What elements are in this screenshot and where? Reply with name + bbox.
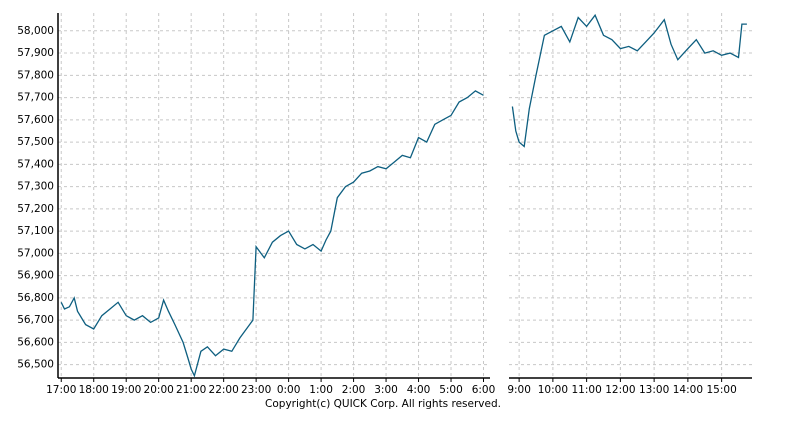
y-tick-label: 57,400 bbox=[17, 158, 54, 170]
x-tick-label: 5:00 bbox=[439, 384, 463, 396]
y-tick-label: 57,900 bbox=[17, 47, 54, 59]
y-tick-label: 58,000 bbox=[17, 25, 54, 37]
x-tick-label: 21:00 bbox=[176, 384, 206, 396]
y-tick-label: 57,300 bbox=[17, 181, 54, 193]
y-tick-label: 57,500 bbox=[17, 136, 54, 148]
y-tick-label: 57,200 bbox=[17, 203, 54, 215]
x-tick-label: 17:00 bbox=[46, 384, 76, 396]
copyright: Copyright(c) QUICK Corp. All rights rese… bbox=[265, 398, 501, 410]
x-tick-label: 14:00 bbox=[673, 384, 703, 396]
x-tick-label: 9:00 bbox=[507, 384, 531, 396]
x-tick-label: 12:00 bbox=[605, 384, 635, 396]
y-tick-label: 56,600 bbox=[17, 336, 54, 348]
x-tick-label: 10:00 bbox=[538, 384, 568, 396]
y-tick-label: 57,800 bbox=[17, 69, 54, 81]
x-tick-label: 6:00 bbox=[472, 384, 496, 396]
x-tick-label: 11:00 bbox=[571, 384, 601, 396]
y-tick-label: 56,800 bbox=[17, 292, 54, 304]
x-tick-label: 22:00 bbox=[209, 384, 239, 396]
x-tick-label: 18:00 bbox=[79, 384, 109, 396]
x-tick-label: 2:00 bbox=[342, 384, 366, 396]
y-tick-label: 57,700 bbox=[17, 92, 54, 104]
y-tick-label: 56,700 bbox=[17, 314, 54, 326]
x-tick-label: 0:00 bbox=[277, 384, 301, 396]
y-tick-label: 57,100 bbox=[17, 225, 54, 237]
x-tick-label: 20:00 bbox=[144, 384, 174, 396]
price-line bbox=[60, 90, 484, 378]
x-tick-label: 3:00 bbox=[374, 384, 398, 396]
x-tick-label: 1:00 bbox=[309, 384, 333, 396]
x-tick-label: 4:00 bbox=[407, 384, 431, 396]
x-tick-label: 23:00 bbox=[241, 384, 271, 396]
price-line bbox=[511, 13, 747, 148]
x-tick-label: 13:00 bbox=[639, 384, 669, 396]
x-tick-label: 19:00 bbox=[111, 384, 141, 396]
y-tick-label: 57,600 bbox=[17, 114, 54, 126]
x-tick-label: 15:00 bbox=[706, 384, 736, 396]
y-tick-label: 56,900 bbox=[17, 270, 54, 282]
y-tick-label: 57,000 bbox=[17, 247, 54, 259]
y-tick-label: 56,500 bbox=[17, 359, 54, 371]
